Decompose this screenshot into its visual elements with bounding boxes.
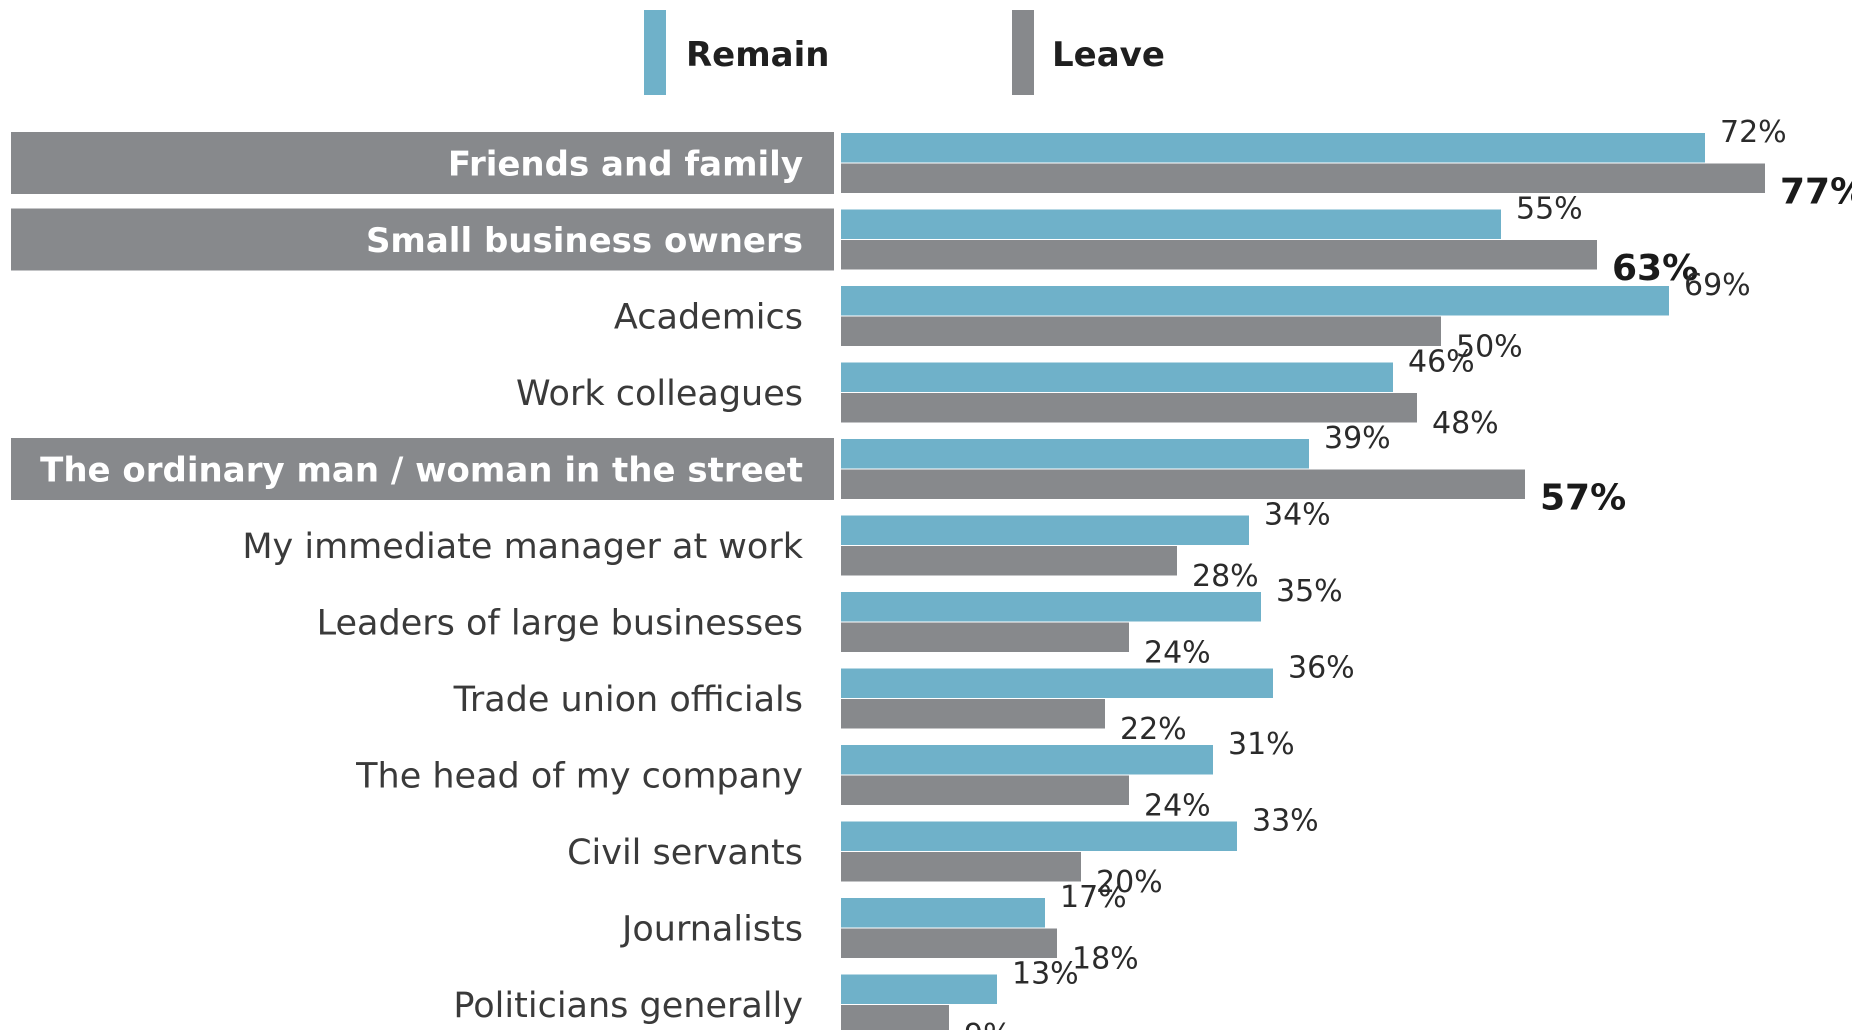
bar-leave [841, 469, 1525, 499]
bar-remain [841, 821, 1237, 851]
bar-leave [841, 240, 1597, 270]
category-label: Small business owners [366, 221, 803, 261]
bar-leave [841, 546, 1177, 576]
bar-remain [841, 209, 1501, 239]
data-label-leave: 22% [1120, 712, 1187, 747]
data-label-remain: 72% [1720, 115, 1787, 150]
data-label-leave: 48% [1432, 406, 1499, 441]
bar-leave [841, 1005, 949, 1030]
data-label-leave: 50% [1456, 330, 1523, 365]
data-label-remain: 33% [1252, 804, 1319, 839]
category-label: The ordinary man / woman in the street [40, 451, 803, 491]
data-label-remain: 36% [1288, 651, 1355, 686]
legend-label-remain: Remain [686, 35, 829, 75]
data-label-remain: 35% [1276, 574, 1343, 609]
bar-remain [841, 439, 1309, 469]
category-label: Work colleagues [516, 374, 803, 414]
category-label: Journalists [620, 910, 803, 950]
legend-swatch-remain [644, 10, 666, 95]
bar-leave [841, 316, 1441, 346]
data-label-remain: 17% [1060, 880, 1127, 915]
data-label-remain: 39% [1324, 421, 1391, 456]
data-label-leave: 28% [1192, 559, 1259, 594]
category-label: Civil servants [567, 833, 803, 873]
category-label: Friends and family [448, 145, 803, 185]
category-highlight-box [11, 208, 834, 271]
data-label-leave: 24% [1144, 636, 1211, 671]
category-label: The head of my company [355, 757, 803, 797]
data-label-leave: 18% [1072, 942, 1139, 977]
data-label-leave: 77% [1780, 172, 1852, 213]
bar-remain [841, 974, 997, 1004]
data-label-remain: 31% [1228, 727, 1295, 762]
plot-area: Friends and family 72% 77% Small business o… [11, 115, 1852, 1030]
bar-leave [841, 775, 1129, 805]
legend-swatch-leave [1012, 10, 1034, 95]
data-label-remain: 55% [1516, 192, 1583, 227]
data-label-remain: 34% [1264, 498, 1331, 533]
bar-remain [841, 286, 1669, 316]
bar-leave [841, 622, 1129, 652]
bar-leave [841, 393, 1417, 423]
category-label: Trade union officials [453, 680, 803, 720]
bar-remain [841, 668, 1273, 698]
data-label-leave: 20% [1096, 865, 1163, 900]
category-label: Politicians generally [453, 986, 803, 1026]
data-label-remain: 69% [1684, 268, 1751, 303]
bar-leave [841, 928, 1057, 958]
data-label-remain: 13% [1012, 957, 1079, 992]
bar-remain [841, 745, 1213, 775]
category-label: My immediate manager at work [242, 527, 803, 567]
category-highlight-box [11, 438, 834, 500]
legend: Remain Leave [644, 10, 1165, 95]
data-label-leave: 9% [964, 1018, 1012, 1030]
data-label-remain: 46% [1408, 345, 1475, 380]
bar-remain [841, 592, 1261, 622]
bar-remain [841, 133, 1705, 163]
bar-remain [841, 362, 1393, 392]
category-highlight-box [11, 132, 834, 194]
category-label: Academics [614, 298, 803, 338]
bar-leave [841, 699, 1105, 729]
data-label-leave: 57% [1540, 478, 1626, 519]
bar-leave [841, 852, 1081, 882]
legend-label-leave: Leave [1052, 35, 1165, 75]
data-label-leave: 63% [1612, 248, 1698, 289]
data-label-leave: 24% [1144, 789, 1211, 824]
bar-remain [841, 898, 1045, 928]
bar-remain [841, 515, 1249, 545]
category-label: Leaders of large businesses [317, 604, 803, 644]
bar-leave [841, 163, 1765, 193]
